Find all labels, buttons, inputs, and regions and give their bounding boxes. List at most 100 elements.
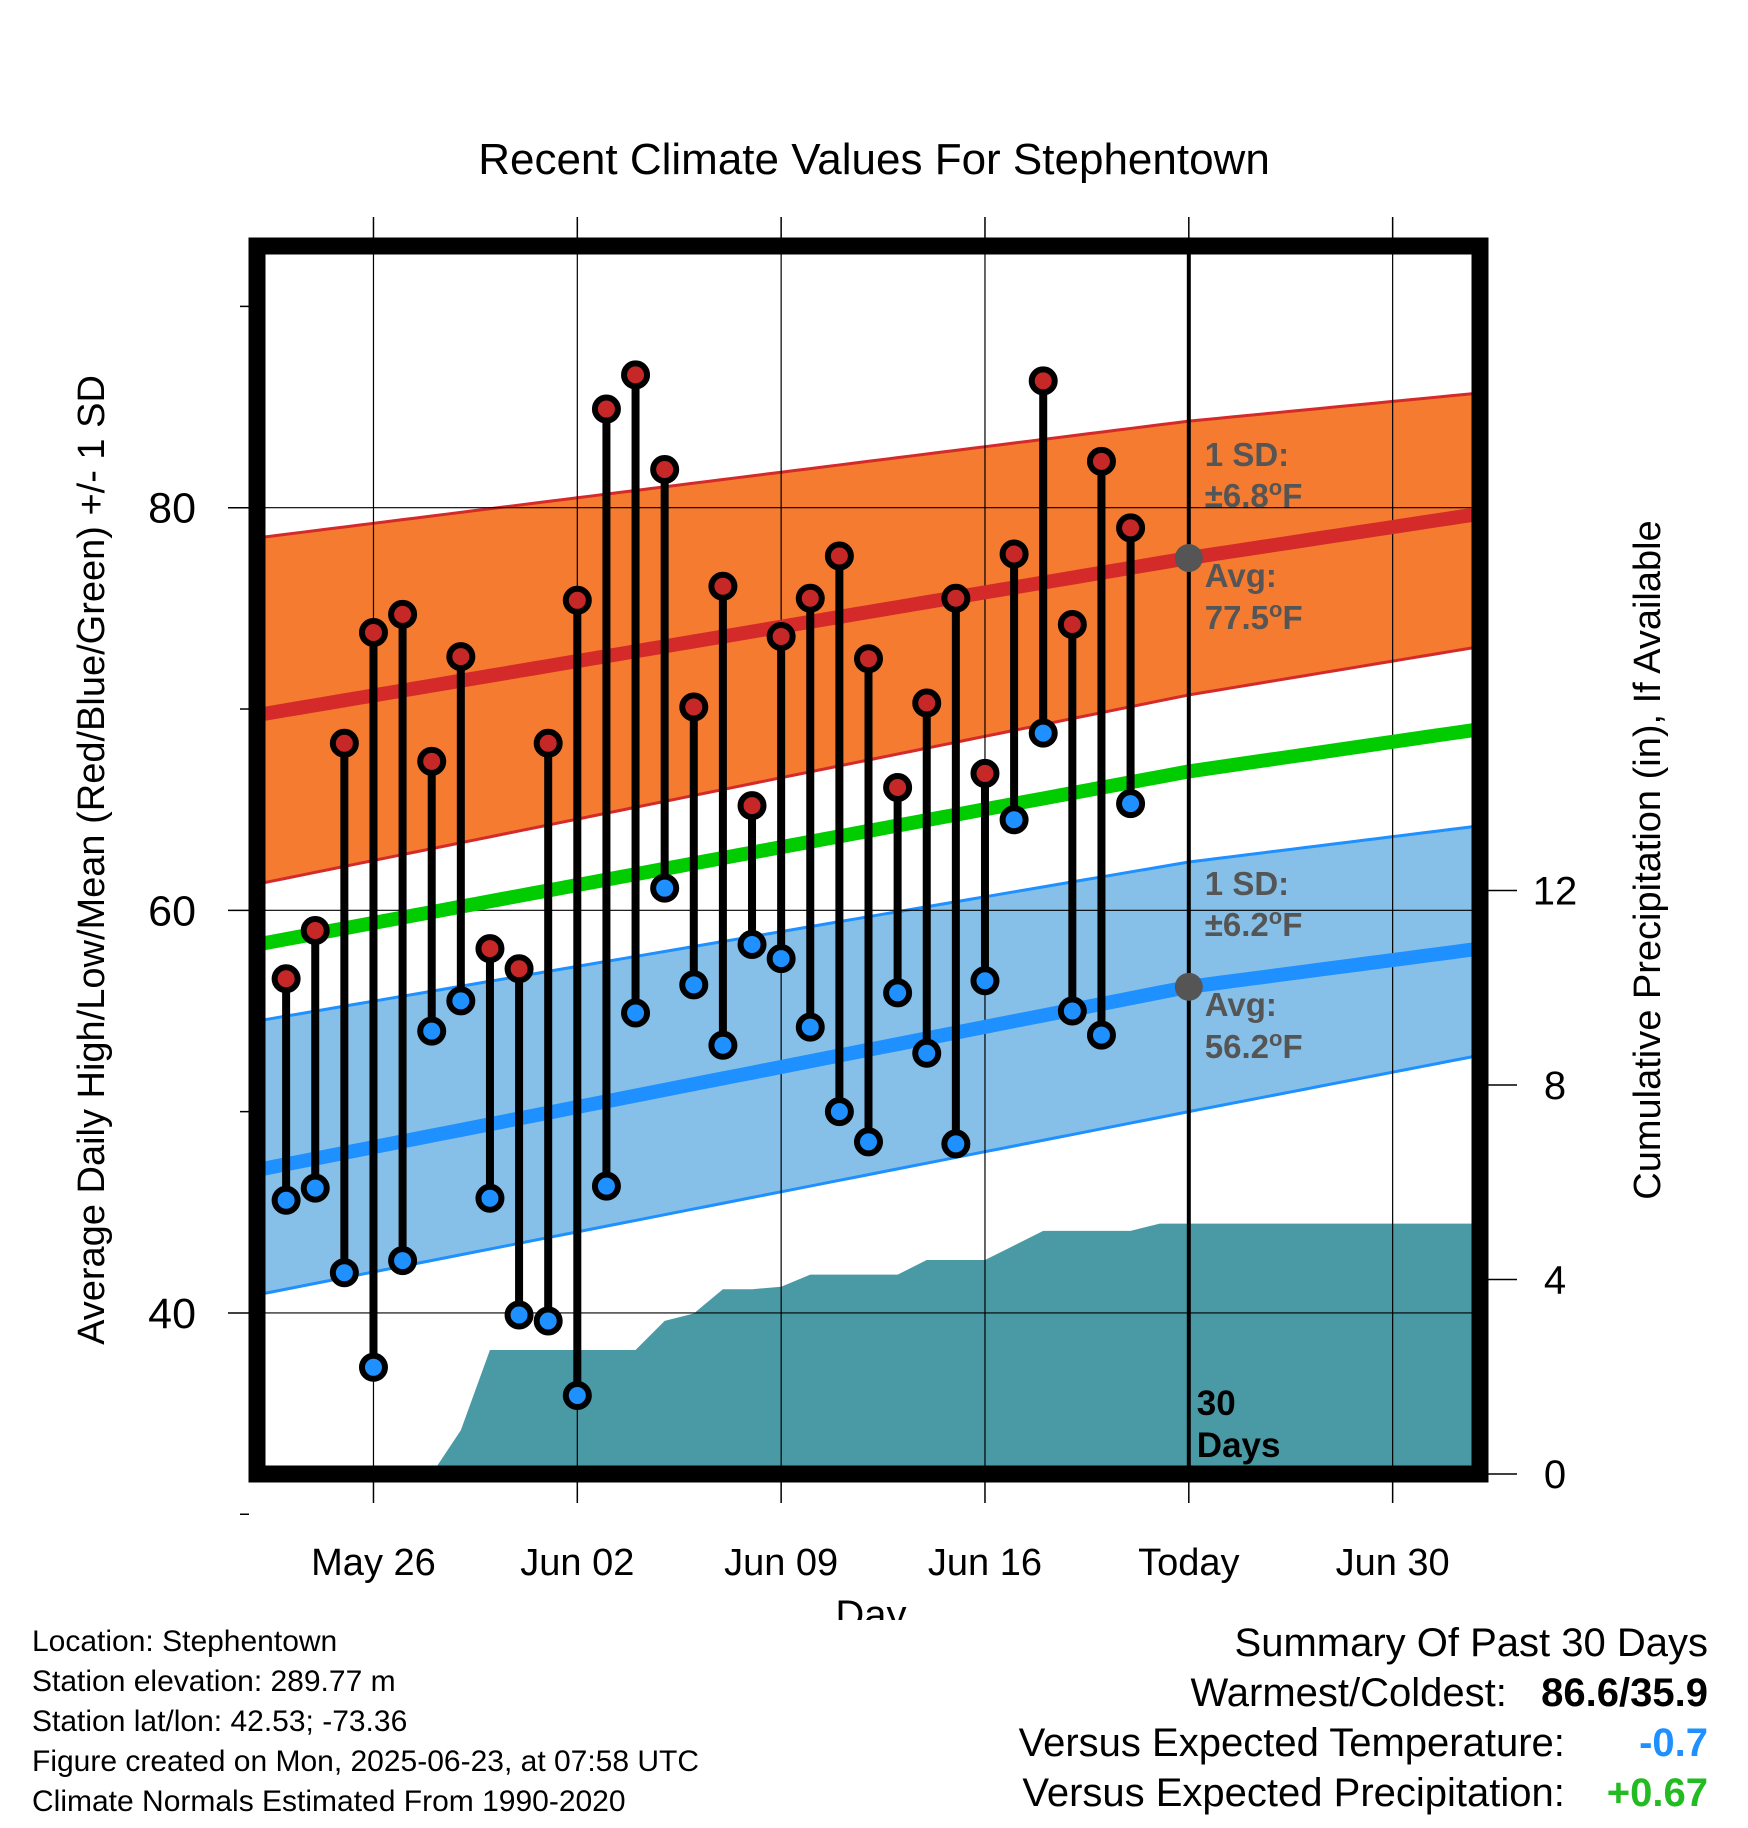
low-point <box>417 1016 447 1046</box>
low-point <box>854 1127 883 1157</box>
low-point <box>766 944 796 974</box>
high-point <box>941 583 971 613</box>
low-point <box>999 805 1029 835</box>
high-point <box>1086 446 1116 476</box>
high-point <box>504 954 534 984</box>
high-avg-label: Avg: <box>1205 557 1277 594</box>
low-point <box>1116 789 1146 819</box>
temp-label: Versus Expected Temperature: <box>1018 1721 1565 1765</box>
high-point <box>329 728 359 758</box>
y-tick-label: 40 <box>148 1290 196 1338</box>
y2-axis-label: Cumulative Precipitation (in), If Availa… <box>1627 520 1669 1199</box>
high-point <box>621 360 651 390</box>
low-point <box>533 1306 563 1336</box>
low-point <box>1086 1020 1116 1050</box>
avg-high-marker <box>1174 544 1203 573</box>
low-point <box>388 1246 418 1276</box>
y-axis-label: Average Daily High/Low/Mean (Red/Blue/Gr… <box>71 375 113 1345</box>
low-avg-value: 56.2oF <box>1205 1026 1303 1065</box>
avg-low-marker <box>1174 972 1203 1001</box>
warm-cold-value: 86.6/35.9 <box>1541 1671 1708 1715</box>
low-band-lower-edge <box>257 1053 1480 1297</box>
y2-tick-label: 0 <box>1544 1453 1566 1497</box>
high-point <box>883 773 913 803</box>
high-point <box>854 644 883 674</box>
low-point <box>621 998 651 1028</box>
low-point <box>562 1380 592 1410</box>
high-point <box>475 934 505 964</box>
high-point <box>912 688 942 718</box>
high-point <box>650 454 680 484</box>
summary-panel: Summary Of Past 30 Days Warmest/Coldest:… <box>1019 1618 1708 1818</box>
high-point <box>417 746 447 776</box>
high-point <box>533 728 563 758</box>
precip-row: Versus Expected Precipitation: +0.67 <box>1019 1768 1708 1818</box>
low-point <box>446 986 476 1016</box>
y2-tick-label: 8 <box>1544 1064 1566 1108</box>
low-point <box>1028 718 1058 748</box>
x-tick-label: Jun 30 <box>1336 1542 1450 1584</box>
latlon-text: Station lat/lon: 42.53; -73.36 <box>32 1705 408 1738</box>
high-point <box>388 599 418 629</box>
x-axis-label: Day <box>835 1593 906 1620</box>
low-point <box>679 970 709 1000</box>
high-point <box>795 583 825 613</box>
high-point <box>271 964 301 994</box>
warm-cold-label: Warmest/Coldest: <box>1190 1671 1507 1715</box>
low-point <box>591 1171 621 1201</box>
high-point <box>679 692 709 722</box>
low-point <box>795 1012 825 1042</box>
high-band-upper-edge <box>257 391 1480 540</box>
climate-chart: Recent Climate Values For Stephentown 1 … <box>71 135 1669 1620</box>
precip-value: +0.67 <box>1606 1771 1708 1815</box>
x-tick-label: May 26 <box>311 1542 436 1584</box>
high-point <box>446 642 476 672</box>
low-point <box>475 1183 505 1213</box>
x-tick-label: Jun 09 <box>724 1542 838 1584</box>
location-text: Location: Stephentown <box>32 1625 338 1658</box>
low-point <box>271 1185 301 1215</box>
high-sd-value: ±6.8oF <box>1205 475 1303 514</box>
x-tick-label: Jun 02 <box>520 1542 634 1584</box>
low-point <box>970 966 1000 996</box>
chart-title: Recent Climate Values For Stephentown <box>478 135 1270 184</box>
high-point <box>1028 366 1058 396</box>
days-label-line1: 30 <box>1197 1384 1236 1423</box>
low-point <box>358 1352 388 1382</box>
high-point <box>766 622 796 652</box>
low-point <box>329 1258 359 1288</box>
low-point <box>824 1097 854 1127</box>
high-sd-label: 1 SD: <box>1205 436 1289 473</box>
low-point <box>1057 996 1087 1026</box>
summary-title: Summary Of Past 30 Days <box>1234 1621 1708 1665</box>
low-sd-value: ±6.2oF <box>1205 904 1303 943</box>
low-point <box>708 1030 738 1060</box>
plot-interior <box>257 246 1480 1474</box>
high-sd-band <box>257 392 1480 885</box>
y-tick-label: 60 <box>148 887 196 935</box>
precipitation-area <box>257 1223 1480 1474</box>
x-tick-label: Jun 16 <box>928 1542 1042 1584</box>
low-point <box>650 873 680 903</box>
y2-tick-label: 12 <box>1533 870 1578 914</box>
high-point <box>824 541 854 571</box>
high-point <box>562 585 592 615</box>
normals-text: Climate Normals Estimated From 1990-2020 <box>32 1785 626 1818</box>
high-avg-value: 77.5oF <box>1205 597 1303 636</box>
high-point <box>358 618 388 648</box>
high-point <box>737 791 767 821</box>
low-point <box>883 978 913 1008</box>
low-point <box>300 1173 330 1203</box>
low-point <box>912 1038 942 1068</box>
high-point <box>300 915 330 945</box>
x-tick-label: Today <box>1138 1542 1239 1584</box>
days-label-line2: Days <box>1197 1426 1281 1465</box>
y2-tick-label: 4 <box>1544 1259 1566 1303</box>
created-text: Figure created on Mon, 2025-06-23, at 07… <box>32 1745 700 1778</box>
warm-cold-row: Warmest/Coldest: 86.6/35.9 <box>1019 1668 1709 1718</box>
low-point <box>504 1300 534 1330</box>
high-point <box>708 571 738 601</box>
plot-frame <box>248 237 1489 1483</box>
y-tick-label: 80 <box>148 485 196 533</box>
